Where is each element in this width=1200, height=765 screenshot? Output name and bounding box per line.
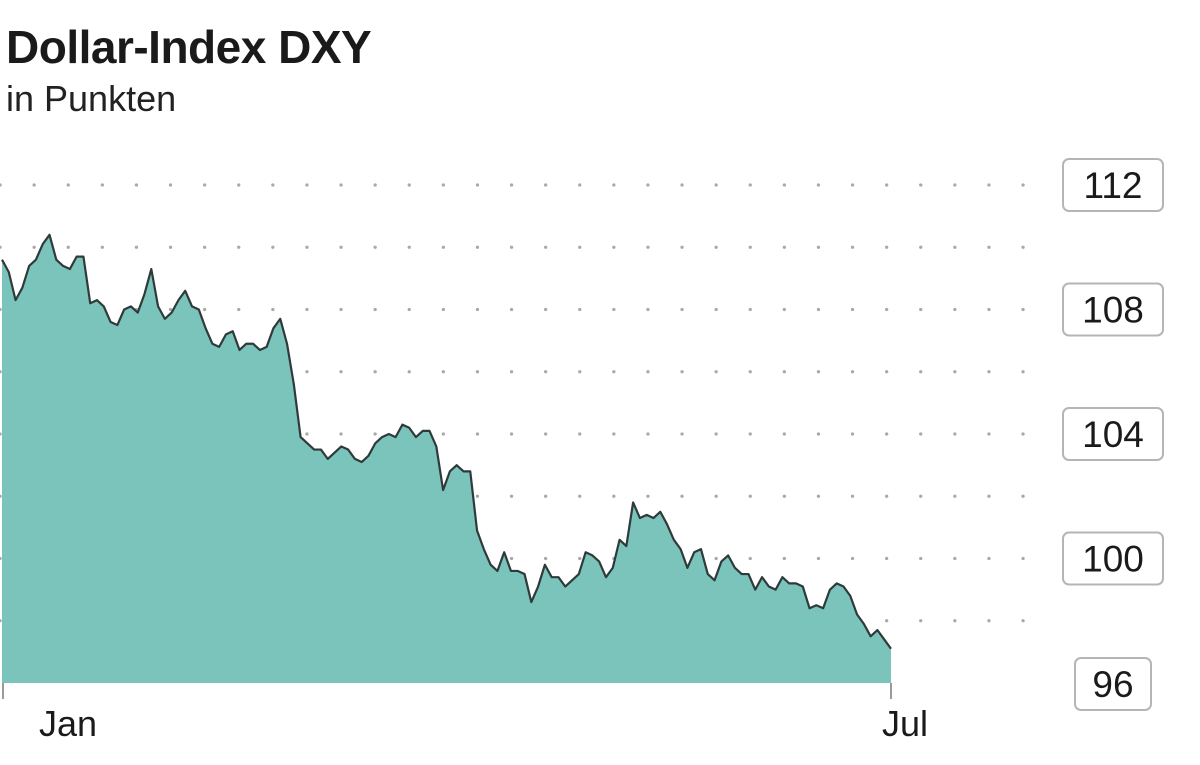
y-tick-label: 112 [1062, 158, 1164, 212]
x-axis: Jan Jul [2, 683, 928, 744]
y-tick-label: 100 [1062, 531, 1164, 586]
y-tick-text: 112 [1084, 165, 1143, 206]
y-tick-label: 96 [1074, 657, 1152, 711]
y-axis: 96 100 104 108 112 [1062, 158, 1164, 711]
chart-title: Dollar-Index DXY [6, 21, 372, 73]
series-layer [1, 233, 892, 684]
y-tick-box [1074, 657, 1152, 711]
dxy-area-fill [2, 234, 891, 684]
y-tick-text: 108 [1082, 290, 1144, 331]
y-tick-text: 96 [1092, 664, 1133, 705]
y-tick-box [1062, 531, 1164, 586]
y-tick-box [1062, 407, 1164, 461]
dxy-series-line [1, 233, 892, 650]
y-tick-label: 108 [1062, 282, 1164, 337]
y-tick-box [1062, 282, 1164, 337]
x-tick-label: Jan [39, 703, 97, 744]
y-tick-box [1062, 158, 1164, 212]
y-tick-label: 104 [1062, 407, 1164, 461]
chart-subtitle: in Punkten [6, 78, 177, 119]
y-tick-text: 100 [1082, 539, 1144, 580]
x-tick-label: Jul [882, 703, 928, 744]
y-tick-text: 104 [1082, 414, 1144, 455]
